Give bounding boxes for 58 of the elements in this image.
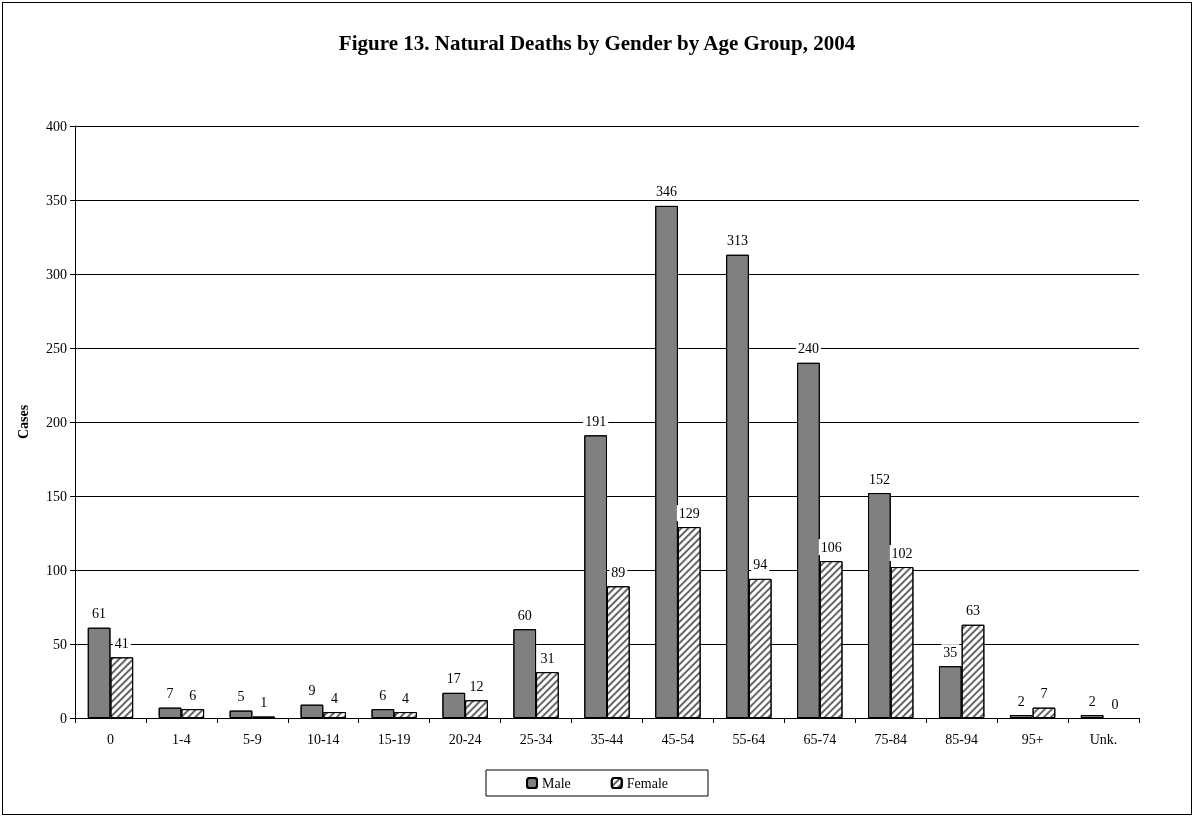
data-label: 94 (753, 557, 768, 573)
data-label: 4 (331, 690, 339, 706)
x-tick-label: 85-94 (945, 731, 978, 747)
data-label: 191 (585, 413, 607, 429)
data-label: 7 (1040, 686, 1048, 702)
y-tick-label: 100 (46, 562, 67, 578)
data-label: 17 (446, 671, 461, 687)
data-label: 102 (891, 545, 913, 561)
y-tick-label: 400 (46, 118, 67, 134)
chart-title: Figure 13. Natural Deaths by Gender by Age Group, 2004 (338, 30, 856, 55)
x-tick-label: 65-74 (803, 731, 837, 747)
x-tick-label: 55-64 (732, 731, 766, 747)
data-label: 346 (656, 184, 678, 200)
x-tick-label: 5-9 (243, 731, 262, 747)
data-label: 240 (797, 341, 819, 357)
data-label: 35 (943, 644, 958, 660)
data-label: 2 (1017, 693, 1025, 709)
data-label: 60 (517, 607, 532, 623)
y-tick-label: 350 (46, 192, 67, 208)
x-tick-label: 35-44 (590, 731, 624, 747)
x-tick-label: 15-19 (377, 731, 411, 747)
data-label: 41 (114, 635, 129, 651)
data-label: 313 (727, 233, 749, 249)
y-tick-label: 300 (46, 266, 67, 282)
x-tick-label: 20-24 (448, 731, 482, 747)
y-axis-title: Cases (15, 404, 31, 440)
x-tick-label: 75-84 (874, 731, 908, 747)
x-tick-label: Unk. (1089, 731, 1118, 747)
data-label: 12 (469, 678, 484, 694)
data-label: 4 (402, 690, 410, 706)
data-label: 61 (92, 606, 107, 622)
data-label: 1 (260, 695, 268, 711)
x-tick-label: 0 (106, 731, 114, 747)
y-tick-label: 200 (46, 414, 67, 430)
data-label: 31 (540, 650, 555, 666)
data-label: 7 (166, 686, 174, 702)
data-label: 63 (966, 603, 981, 619)
y-tick-label: 50 (53, 636, 67, 652)
data-label: 152 (868, 471, 890, 487)
data-label: 6 (379, 687, 387, 703)
y-tick-label: 150 (46, 488, 67, 504)
data-label: 2 (1088, 693, 1096, 709)
data-label: 89 (611, 564, 626, 580)
data-label: 129 (678, 505, 700, 521)
y-tick-label: 250 (46, 340, 67, 356)
x-tick-label: 10-14 (306, 731, 340, 747)
x-tick-label: 95+ (1021, 731, 1044, 747)
y-tick-label: 0 (60, 710, 67, 726)
data-label: 106 (820, 539, 842, 555)
data-label: 0 (1111, 696, 1119, 712)
legend-label: Female (626, 775, 668, 791)
legend-label: Male (542, 775, 571, 791)
data-label: 9 (308, 683, 316, 699)
data-label: 5 (237, 689, 245, 705)
data-label: 6 (189, 687, 197, 703)
x-tick-label: 1-4 (172, 731, 191, 747)
x-tick-label: 45-54 (661, 731, 695, 747)
x-tick-label: 25-34 (519, 731, 553, 747)
